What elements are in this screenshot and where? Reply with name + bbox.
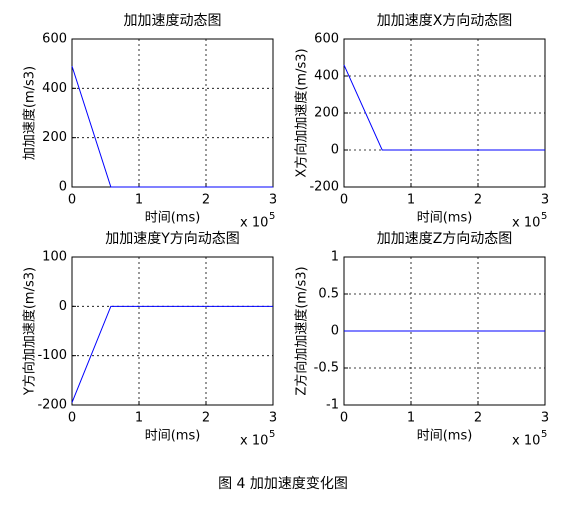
- x-multiplier: x 10: [512, 216, 540, 231]
- y-axis-label: X方向加加速度(m/s3): [294, 48, 310, 177]
- x-tick-label: 2: [474, 411, 482, 426]
- x-exponent: 5: [541, 429, 547, 440]
- chart-title: 加加速度动态图: [124, 13, 222, 29]
- y-tick-label: 600: [42, 32, 67, 47]
- y-axis-label: Y方向加加速度(m/s3): [22, 267, 38, 396]
- x-tick-label: 0: [68, 411, 76, 426]
- y-tick-label: 100: [42, 250, 67, 265]
- x-tick-label: 2: [202, 411, 210, 426]
- axes-frame: [71, 256, 274, 406]
- x-tick-label: 3: [269, 193, 277, 208]
- y-tick-label: 0: [59, 299, 67, 314]
- x-multiplier: x 10: [240, 434, 268, 449]
- x-axis-label: 时间(ms): [145, 429, 201, 444]
- y-tick-label: 0: [331, 143, 339, 158]
- axes-border: [71, 256, 274, 406]
- x-multiplier: x 10: [512, 434, 540, 449]
- y-tick-label: -200: [37, 398, 67, 413]
- chart-title: 加加速度Y方向动态图: [105, 231, 240, 247]
- x-axis-label: 时间(ms): [417, 211, 473, 226]
- x-exponent: 5: [269, 429, 275, 440]
- y-axis-label: 加加速度(m/s3): [22, 66, 38, 160]
- y-tick-label: 200: [314, 106, 339, 121]
- x-tick-label: 0: [68, 193, 76, 208]
- caption: 图 4 加加速度变化图: [218, 476, 348, 492]
- x-tick-label: 1: [135, 411, 143, 426]
- data-line: [71, 65, 273, 188]
- y-axis-label: Z方向加加速度(m/s3): [294, 266, 310, 395]
- y-tick-label: 400: [314, 69, 339, 84]
- data-line: [343, 64, 545, 151]
- x-tick-label: 1: [135, 193, 143, 208]
- y-tick-label: 0: [59, 180, 67, 195]
- x-axis-label: 时间(ms): [145, 211, 201, 226]
- x-tick-label: 3: [541, 193, 549, 208]
- y-tick-label: -100: [37, 348, 67, 363]
- y-tick-label: 400: [42, 81, 67, 96]
- x-tick-label: 0: [340, 411, 348, 426]
- y-tick-label: -0.5: [314, 361, 339, 376]
- x-tick-label: 0: [340, 193, 348, 208]
- chart-title: 加加速度Z方向动态图: [377, 231, 513, 247]
- x-tick-label: 1: [407, 411, 415, 426]
- x-tick-label: 3: [541, 411, 549, 426]
- x-tick-label: 2: [202, 193, 210, 208]
- chart-title: 加加速度X方向动态图: [377, 13, 513, 29]
- x-axis-label: 时间(ms): [417, 429, 473, 444]
- y-tick-label: 1: [331, 250, 339, 265]
- y-tick-label: 200: [42, 130, 67, 145]
- data-line: [71, 305, 273, 403]
- axes-border: [343, 38, 546, 188]
- x-exponent: 5: [541, 211, 547, 222]
- x-exponent: 5: [269, 211, 275, 222]
- x-tick-label: 3: [269, 411, 277, 426]
- x-tick-label: 2: [474, 193, 482, 208]
- y-tick-label: 600: [314, 32, 339, 47]
- y-tick-label: -1: [326, 398, 339, 413]
- axes-frame: [71, 38, 274, 188]
- y-tick-label: 0.5: [318, 287, 339, 302]
- x-multiplier: x 10: [240, 216, 268, 231]
- y-tick-label: -200: [309, 180, 339, 195]
- y-tick-label: 0: [331, 324, 339, 339]
- x-tick-label: 1: [407, 193, 415, 208]
